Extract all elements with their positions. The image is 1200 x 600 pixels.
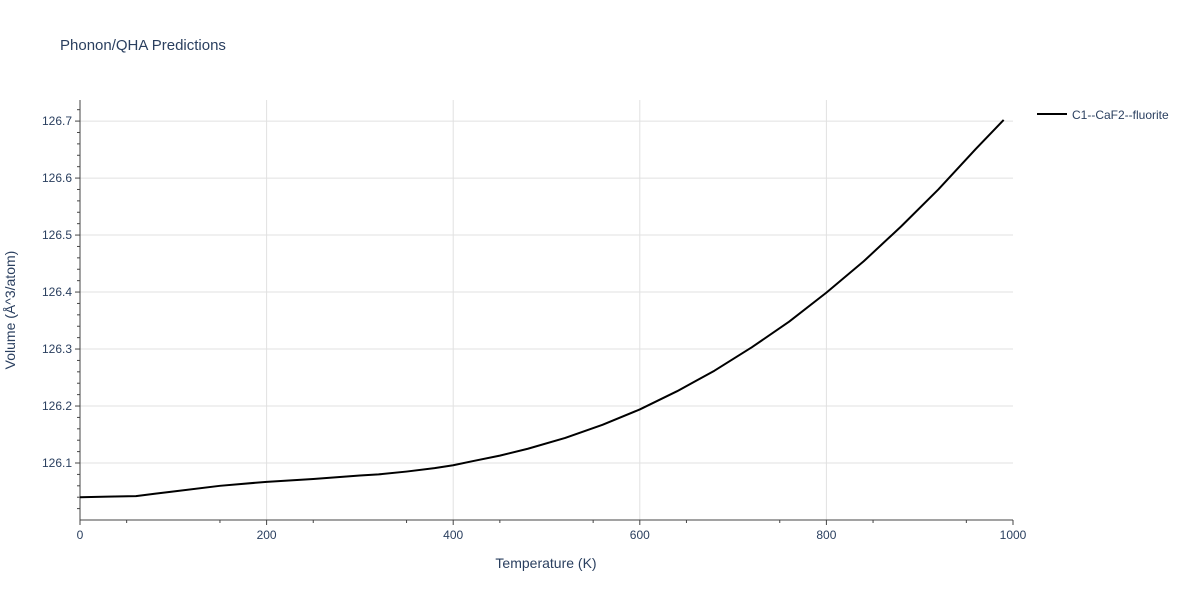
x-tick-label: 400 xyxy=(443,528,463,542)
x-tick-label: 200 xyxy=(257,528,277,542)
y-tick-label: 126.5 xyxy=(42,228,72,242)
legend[interactable]: C1--CaF2--fluorite xyxy=(1037,108,1169,122)
y-tick-label: 126.4 xyxy=(42,285,72,299)
y-tick-label: 126.3 xyxy=(42,342,72,356)
x-tick-label: 800 xyxy=(816,528,836,542)
x-tick-label: 600 xyxy=(630,528,650,542)
y-tick-label: 126.6 xyxy=(42,171,72,185)
plot-area[interactable] xyxy=(79,119,1005,499)
grid xyxy=(80,100,1013,520)
axes: 0 200 400 600 800 1000 126.1 126.2 126.3 126.4 126… xyxy=(42,100,1027,542)
x-axis-title: Temperature (K) xyxy=(495,555,596,571)
series-line[interactable] xyxy=(79,119,1005,499)
chart-title: Phonon/QHA Predictions xyxy=(60,37,226,54)
legend-label: C1--CaF2--fluorite xyxy=(1072,108,1169,122)
y-axis-title: Volume (Å^3/atom) xyxy=(2,251,18,370)
y-tick-label: 126.2 xyxy=(42,399,72,413)
x-tick-label: 1000 xyxy=(1000,528,1027,542)
x-tick-label: 0 xyxy=(77,528,84,542)
y-tick-label: 126.1 xyxy=(42,456,72,470)
y-tick-label: 126.7 xyxy=(42,114,72,128)
